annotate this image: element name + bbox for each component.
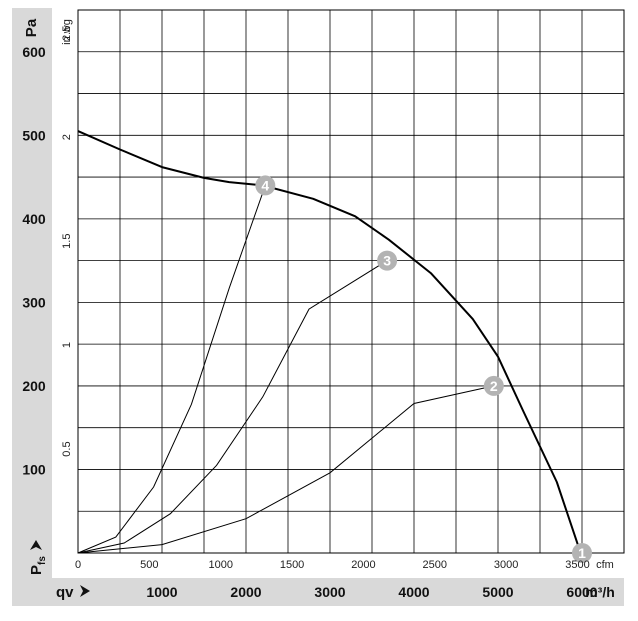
y-tick-label-inwg: 2 [61,134,73,140]
x-tick-label-m3h: 6000 [566,584,597,600]
operating-point-label: 4 [261,177,269,193]
operating-point-marker [377,250,398,271]
x-tick-label-cfm: 1500 [280,559,304,571]
x-tick-label-m3h: 2000 [230,584,261,600]
x-tick-label-m3h: 5000 [482,584,513,600]
y-tick-label-inwg: 1 [61,342,73,348]
y-symbol-subscript: fs [37,556,48,565]
x-axis-unit-m3h: m³/h [585,584,615,600]
operating-point-label: 1 [578,545,586,561]
y-tick-label-pa: 500 [22,127,46,143]
x-tick-label-cfm: 2000 [351,559,375,571]
y-tick-label-inwg: 0.5 [61,441,73,456]
svg-text:Pfs: Pfs [28,556,48,575]
x-tick-label-cfm: 0 [75,559,81,571]
y-tick-label-inwg: 1.5 [61,234,73,249]
x-tick-label-m3h: 4000 [398,584,429,600]
y-axis-title-pa: Pa [23,18,40,37]
x-tick-label-m3h: 1000 [146,584,177,600]
operating-point-label: 3 [383,253,391,269]
x-tick-label-cfm: 3500 [565,559,589,571]
x-tick-label-cfm: 2500 [423,559,447,571]
x-symbol: qv [56,584,74,601]
y-tick-label-pa: 300 [22,294,46,310]
y-axis-title-inwg: in wg [61,19,73,45]
curves [77,130,583,554]
y-tick-label-inwg: 2.5 [61,26,73,41]
y-tick-label-pa: 400 [22,211,46,227]
x-arrow-icon [80,585,90,597]
operating-points: 1 2 3 4 [255,175,592,563]
system-curve [77,385,494,554]
operating-point-marker [255,175,276,196]
y-tick-label-pa: 100 [22,461,46,477]
x-axis-unit-cfm: cfm [596,559,614,571]
x-tick-label-cfm: 500 [140,559,158,571]
operating-point-label: 2 [490,378,498,394]
operating-point-marker [483,375,504,396]
x-tick-label-cfm: 1000 [208,559,232,571]
y-symbol: Pfs [28,556,48,575]
y-arrow-icon [30,540,42,550]
operating-point-marker [572,543,592,563]
y-symbol-main: P [28,565,45,575]
grid-lines [78,10,624,553]
y-tick-label-pa: 600 [22,44,46,60]
system-curve [77,260,388,554]
x-axis-band [12,578,624,606]
x-tick-label-cfm: 3000 [494,559,518,571]
fan-curve [77,130,583,554]
y-tick-label-pa: 200 [22,378,46,394]
plot-frame [77,9,625,554]
system-curve [77,185,266,554]
y-axis-band [12,8,52,606]
x-tick-label-m3h: 3000 [314,584,345,600]
